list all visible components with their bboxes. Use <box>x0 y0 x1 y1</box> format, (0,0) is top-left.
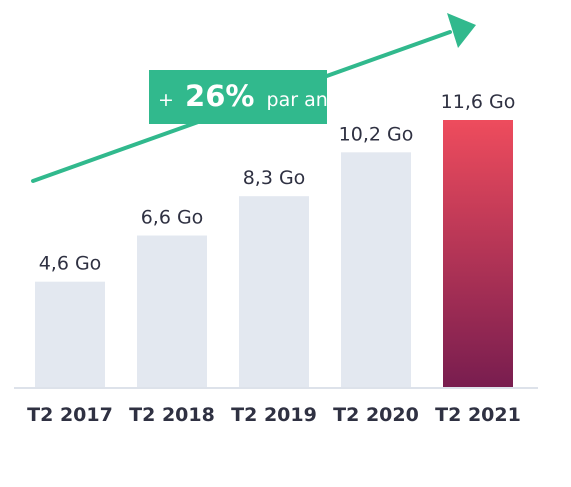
bar-highlight <box>443 120 513 388</box>
x-tick-label: T2 2017 <box>27 404 113 426</box>
value-labels-layer: 4,6 Go 6,6 Go 8,3 Go 10,2 Go 11,6 Go <box>39 91 516 275</box>
bar <box>341 152 411 388</box>
bar-value-label: 11,6 Go <box>441 91 516 113</box>
x-tick-labels-layer: T2 2017 T2 2018 T2 2019 T2 2020 T2 2021 <box>27 404 521 426</box>
callout-value: 26% <box>185 79 254 113</box>
bars-layer <box>35 120 513 388</box>
x-tick-label: T2 2018 <box>129 404 215 426</box>
growth-rate-callout: + 26% par an <box>149 70 328 124</box>
callout-prefix: + <box>158 89 174 111</box>
bar <box>239 196 309 388</box>
callout-suffix: par an <box>267 89 328 111</box>
bar <box>137 235 207 388</box>
callout-background <box>149 70 327 124</box>
x-tick-label: T2 2021 <box>435 404 521 426</box>
bar <box>35 281 105 388</box>
x-tick-label: T2 2020 <box>333 404 419 426</box>
trend-arrow-head <box>447 13 476 48</box>
bar-value-label: 8,3 Go <box>243 167 306 189</box>
x-tick-label: T2 2019 <box>231 404 317 426</box>
bar-value-label: 6,6 Go <box>141 207 204 229</box>
callout-text: + 26% par an <box>158 79 328 113</box>
bar-value-label: 4,6 Go <box>39 253 102 275</box>
bar-value-label: 10,2 Go <box>339 123 414 145</box>
